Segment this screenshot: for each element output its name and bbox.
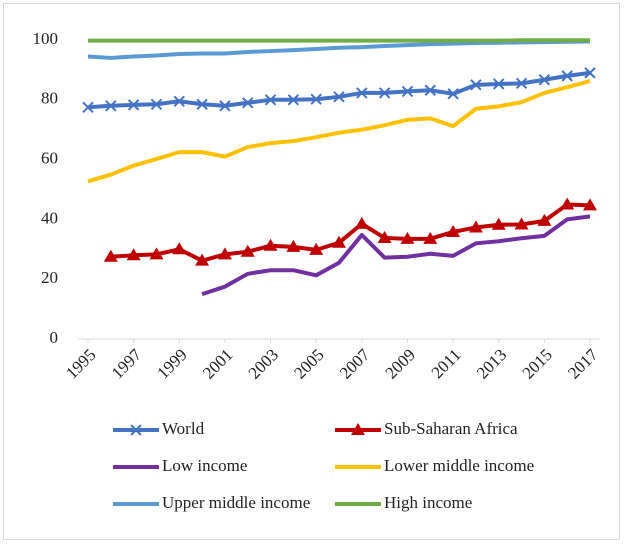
marker <box>356 87 368 99</box>
marker <box>195 253 210 266</box>
marker <box>105 100 117 112</box>
marker <box>217 247 232 260</box>
series-line <box>87 39 591 60</box>
series-line <box>110 202 591 263</box>
legend-label: World <box>162 419 205 438</box>
marker <box>196 98 208 110</box>
marker <box>126 248 141 261</box>
chart-border <box>3 3 620 540</box>
marker <box>377 230 392 243</box>
y-tick-label: 40 <box>41 208 58 227</box>
marker <box>561 70 573 82</box>
marker <box>172 242 187 255</box>
marker <box>446 224 461 237</box>
marker <box>401 85 414 98</box>
series-line <box>201 214 591 297</box>
marker <box>584 67 596 79</box>
marker <box>423 231 438 244</box>
marker <box>468 220 483 233</box>
marker <box>219 100 231 112</box>
legend-label: High income <box>384 493 472 512</box>
marker <box>351 423 365 435</box>
marker <box>560 197 575 210</box>
marker <box>310 93 322 105</box>
marker <box>242 97 254 109</box>
y-tick-label: 0 <box>50 328 59 347</box>
marker <box>127 99 140 111</box>
marker <box>537 213 552 226</box>
y-tick-label: 80 <box>41 89 58 108</box>
legend-label: Lower middle income <box>384 456 534 475</box>
marker <box>354 216 369 229</box>
marker <box>515 77 528 90</box>
marker <box>82 101 94 113</box>
y-tick-label: 60 <box>41 149 58 168</box>
marker <box>333 91 345 103</box>
marker <box>538 74 551 86</box>
marker <box>493 78 505 90</box>
marker <box>264 94 277 106</box>
y-tick-label: 100 <box>33 29 59 48</box>
marker <box>583 198 597 211</box>
marker <box>400 231 415 244</box>
legend-label: Upper middle income <box>162 493 310 512</box>
marker <box>149 247 164 260</box>
marker <box>173 95 185 108</box>
y-tick-label: 20 <box>41 268 58 287</box>
legend-label: Low income <box>162 456 247 475</box>
marker <box>263 238 278 251</box>
marker <box>514 217 529 230</box>
marker <box>287 94 300 106</box>
marker <box>130 424 142 436</box>
marker <box>470 79 482 91</box>
marker <box>378 87 391 99</box>
marker <box>447 88 459 100</box>
marker <box>309 242 324 255</box>
marker <box>150 98 163 110</box>
marker <box>286 239 301 252</box>
series-line <box>87 79 591 184</box>
marker <box>491 217 506 230</box>
marker <box>424 84 436 96</box>
marker <box>103 249 118 262</box>
legend-label: Sub-Saharan Africa <box>384 419 518 438</box>
marker <box>332 235 346 248</box>
marker <box>240 244 255 257</box>
